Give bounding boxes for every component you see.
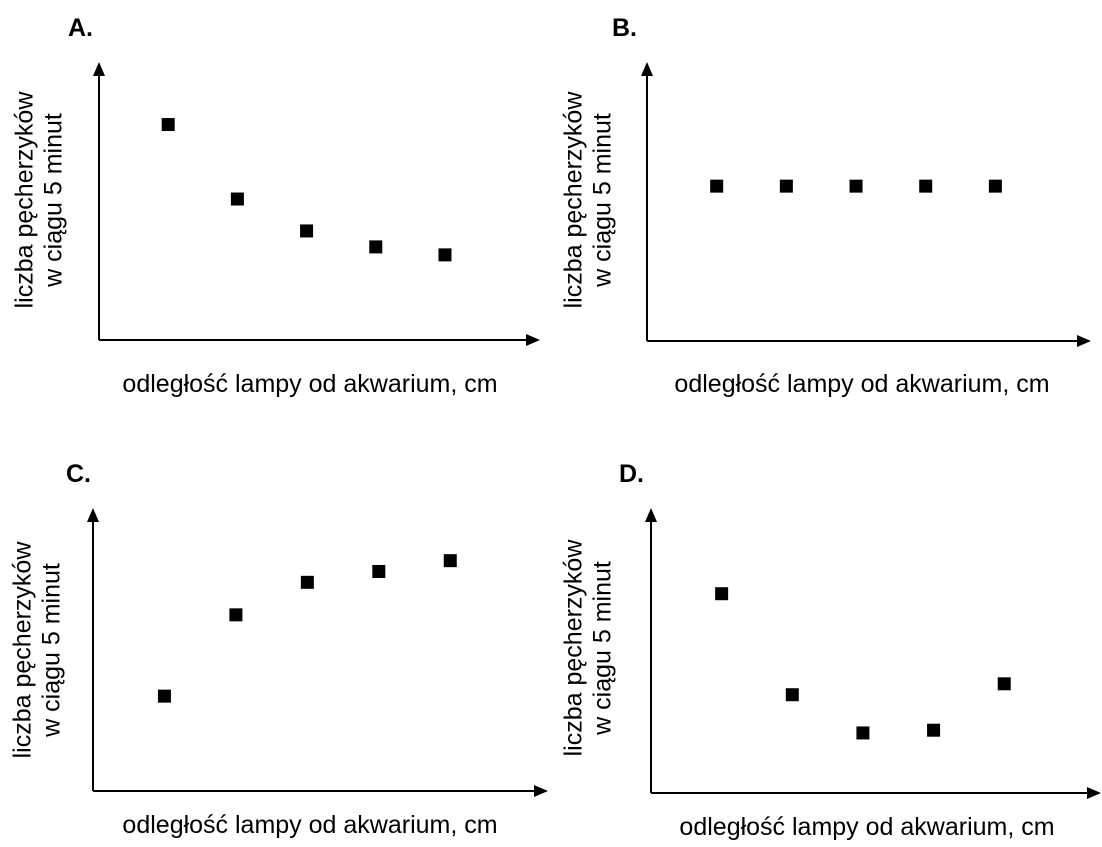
x-axis-label: odległość lampy od akwarium, cm — [122, 370, 497, 398]
panel-label: B. — [612, 14, 637, 42]
chart-panel-d: D. odległość lampy od akwarium, cm liczba… — [551, 430, 1101, 841]
data-point — [779, 179, 793, 193]
data-point — [715, 587, 729, 601]
panel-label: D. — [619, 460, 644, 488]
data-point — [927, 723, 941, 737]
data-point — [997, 677, 1011, 691]
data-point — [369, 240, 383, 254]
x-axis-label: odległość lampy od akwarium, cm — [674, 370, 1049, 398]
data-point — [856, 726, 870, 740]
scatter-chart-b: odległość lampy od akwarium, cm liczba pę… — [560, 62, 1091, 398]
y-axis-label-line1: liczba pęcherzyków — [560, 91, 588, 309]
y-axis-arrow — [641, 62, 653, 76]
x-axis-label: odległość lampy od akwarium, cm — [122, 811, 497, 839]
y-axis-arrow — [93, 62, 105, 76]
data-point — [300, 224, 314, 238]
scatter-chart-c: odległość lampy od akwarium, cm liczba pę… — [9, 508, 548, 839]
y-axis-label-line2: w ciągu 5 minut — [588, 561, 616, 736]
y-axis-arrow — [645, 508, 657, 522]
y-axis-arrow — [87, 508, 99, 522]
data-point — [849, 179, 863, 193]
y-axis-label-line1: liczba pęcherzyków — [11, 91, 39, 309]
y-axis-label-line2: w ciągu 5 minut — [39, 113, 67, 288]
panel-label: C. — [66, 460, 91, 488]
chart-panel-a: A. odległość lampy od akwarium, cm liczba… — [0, 0, 550, 410]
data-point — [919, 179, 933, 193]
x-axis-arrow — [1087, 787, 1101, 799]
x-axis-arrow — [534, 785, 548, 797]
y-axis-label-line1: liczba pęcherzyków — [560, 539, 588, 757]
y-axis-label-line2: w ciągu 5 minut — [37, 563, 65, 738]
y-axis-label: liczba pęcherzykóww ciągu 5 minut — [11, 91, 68, 309]
scatter-chart-a: odległość lampy od akwarium, cm liczba pę… — [11, 62, 540, 398]
data-point — [443, 554, 457, 568]
scatter-chart-d: odległość lampy od akwarium, cm liczba pę… — [560, 508, 1101, 841]
x-axis-label: odległość lampy od akwarium, cm — [679, 813, 1054, 841]
data-point — [438, 248, 452, 262]
y-axis-label-line1: liczba pęcherzyków — [9, 541, 37, 759]
chart-panel-c: C. odległość lampy od akwarium, cm liczba… — [0, 430, 550, 840]
chart-panel-b: B. odległość lampy od akwarium, cm liczba… — [551, 0, 1101, 410]
data-point — [785, 688, 799, 702]
panel-label: A. — [68, 14, 93, 42]
data-point — [161, 118, 175, 132]
data-point — [300, 575, 314, 589]
data-point — [230, 192, 244, 206]
y-axis-label: liczba pęcherzykóww ciągu 5 minut — [9, 541, 66, 759]
data-point — [710, 179, 724, 193]
data-point — [157, 689, 171, 703]
y-axis-label: liczba pęcherzykóww ciągu 5 minut — [560, 539, 617, 757]
y-axis-label-line2: w ciągu 5 minut — [588, 113, 616, 288]
x-axis-arrow — [1077, 335, 1091, 347]
x-axis-arrow — [526, 334, 540, 346]
data-point — [988, 179, 1002, 193]
data-point — [372, 564, 386, 578]
y-axis-label: liczba pęcherzykóww ciągu 5 minut — [560, 91, 617, 309]
data-point — [229, 608, 243, 622]
